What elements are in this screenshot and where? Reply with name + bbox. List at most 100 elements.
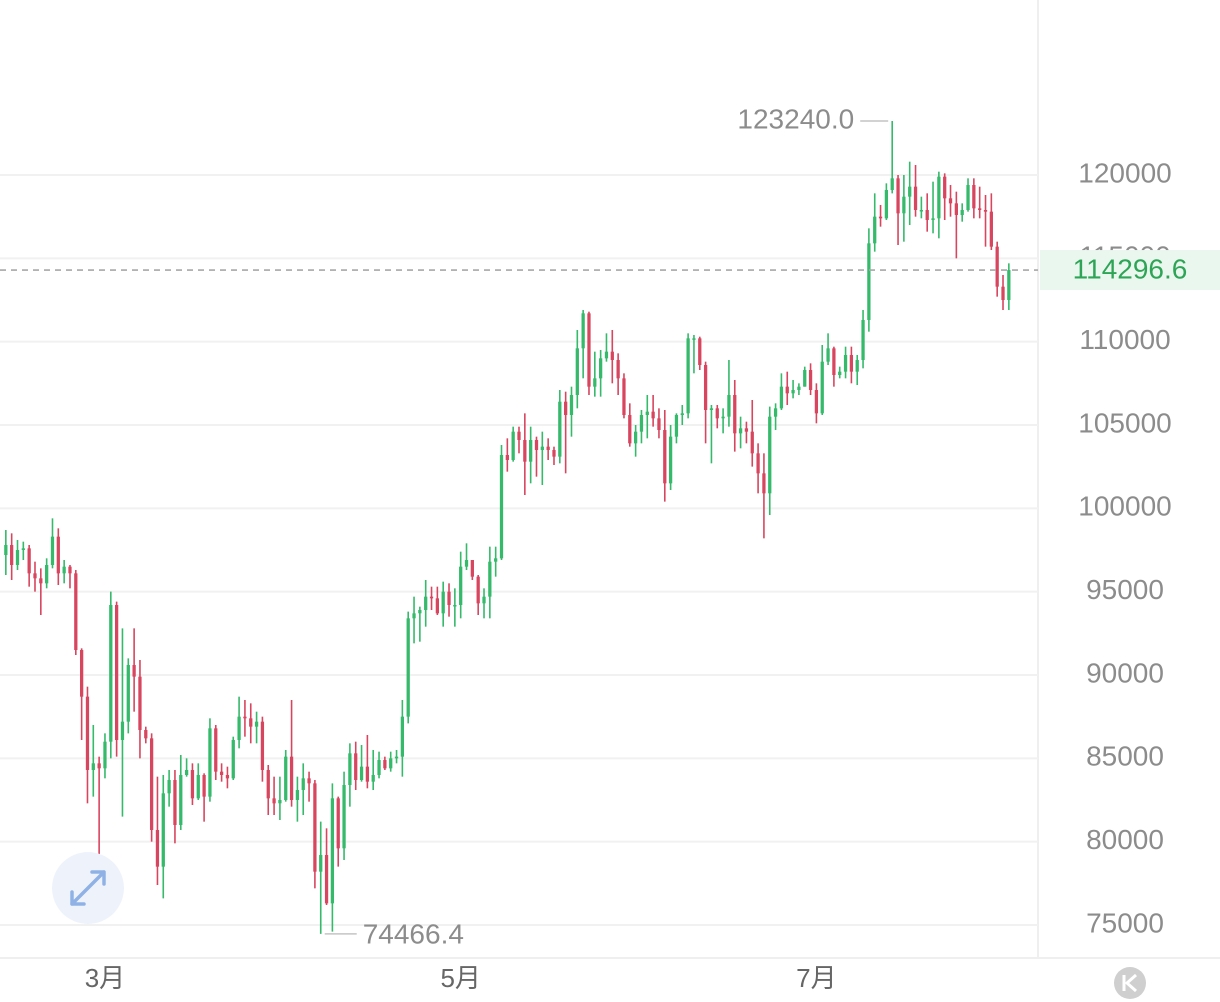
candle-body	[552, 450, 556, 457]
candle-body	[826, 348, 830, 362]
candle-body	[733, 395, 737, 434]
candle-body	[377, 760, 381, 775]
candle-body	[878, 216, 883, 219]
candle-body	[400, 716, 405, 757]
candle-body	[15, 550, 20, 565]
candle-body	[342, 785, 346, 849]
candle-body	[703, 365, 708, 410]
expand-icon[interactable]	[70, 870, 106, 906]
candle-body	[453, 605, 457, 607]
y-tick-label: 120000	[1078, 157, 1171, 188]
candle-body	[680, 413, 684, 415]
candle-body	[354, 753, 358, 780]
candle-body	[668, 436, 673, 484]
candle-body	[657, 418, 661, 430]
y-tick-label: 90000	[1086, 657, 1164, 688]
candle-body	[575, 348, 579, 395]
candle-body	[179, 775, 183, 825]
candle-body	[219, 771, 224, 775]
candle-body	[68, 566, 72, 574]
candle-body	[587, 313, 591, 387]
candle-body	[155, 830, 160, 867]
candle-body	[861, 320, 865, 360]
candle-body	[843, 355, 848, 372]
candle-body	[593, 378, 597, 387]
candle-body	[249, 718, 253, 727]
candle-body	[45, 565, 49, 584]
candle-body	[505, 455, 509, 460]
candle-body	[581, 313, 585, 349]
logo	[1114, 967, 1146, 999]
candle-body	[365, 766, 370, 782]
candle-body	[873, 216, 877, 244]
candle-body	[913, 186, 918, 210]
candle-body	[849, 355, 854, 372]
candle-body	[622, 378, 626, 415]
x-tick-label: 7月	[796, 963, 836, 993]
candle-body	[482, 596, 486, 604]
candle-body	[464, 560, 469, 567]
candle-body	[692, 338, 696, 340]
candle-body	[884, 190, 889, 219]
candle-body	[768, 416, 772, 494]
candle-body	[663, 430, 667, 484]
expand-button[interactable]	[52, 852, 124, 924]
candle-body	[966, 185, 970, 210]
candle-body	[476, 576, 480, 604]
candle-body	[727, 395, 731, 417]
candle-body	[931, 218, 935, 220]
candle-body	[371, 775, 375, 782]
y-tick-label: 105000	[1078, 407, 1171, 438]
candle-body	[278, 800, 282, 804]
candle-body	[814, 390, 819, 414]
candle-body	[972, 185, 976, 209]
candle-body	[196, 775, 200, 799]
candle-body	[989, 211, 993, 247]
candle-body	[144, 730, 148, 739]
overlay: 75000 80000 85000 90000 95000 100000 105000 110…	[0, 103, 1220, 993]
candle-body	[721, 416, 725, 419]
candle-body	[50, 536, 55, 565]
candle-body	[132, 665, 136, 677]
candle-body	[231, 740, 235, 779]
candle-body	[919, 210, 924, 212]
candle-body	[208, 728, 212, 797]
candle-body	[91, 763, 95, 770]
candle-body	[429, 596, 434, 599]
candle-body	[523, 440, 527, 462]
y-tick-label: 80000	[1086, 824, 1164, 855]
candle-body	[540, 446, 544, 450]
candle-body	[983, 210, 988, 212]
candle-body	[80, 650, 84, 697]
current-price-box	[1040, 250, 1220, 291]
candle-body	[109, 605, 113, 742]
candle-body	[21, 548, 25, 550]
y-tick-label: 85000	[1086, 741, 1164, 772]
candles	[4, 121, 1011, 934]
candle-body	[284, 756, 288, 800]
candle-body	[184, 770, 189, 775]
candle-body	[225, 775, 230, 779]
candle-body	[779, 386, 784, 409]
candle-body	[628, 415, 632, 444]
candle-body	[744, 428, 749, 432]
candle-body	[709, 408, 714, 410]
candle-body	[599, 358, 603, 379]
candle-body	[616, 360, 620, 379]
candle-body	[534, 440, 539, 450]
candle-body	[289, 756, 294, 800]
candle-body	[39, 578, 43, 584]
candle-body	[161, 793, 165, 867]
x-tick-label: 5月	[440, 963, 480, 993]
candle-body	[319, 855, 323, 872]
candle-body	[103, 741, 107, 769]
y-tick-label: 95000	[1086, 574, 1164, 605]
candle-body	[447, 591, 451, 605]
candle-body	[645, 411, 649, 415]
candle-body	[33, 573, 37, 579]
candle-body	[517, 431, 521, 440]
y-tick-label: 75000	[1086, 907, 1164, 938]
logo-bg	[1114, 967, 1146, 999]
candle-body	[867, 243, 871, 320]
candle-body	[995, 246, 999, 287]
